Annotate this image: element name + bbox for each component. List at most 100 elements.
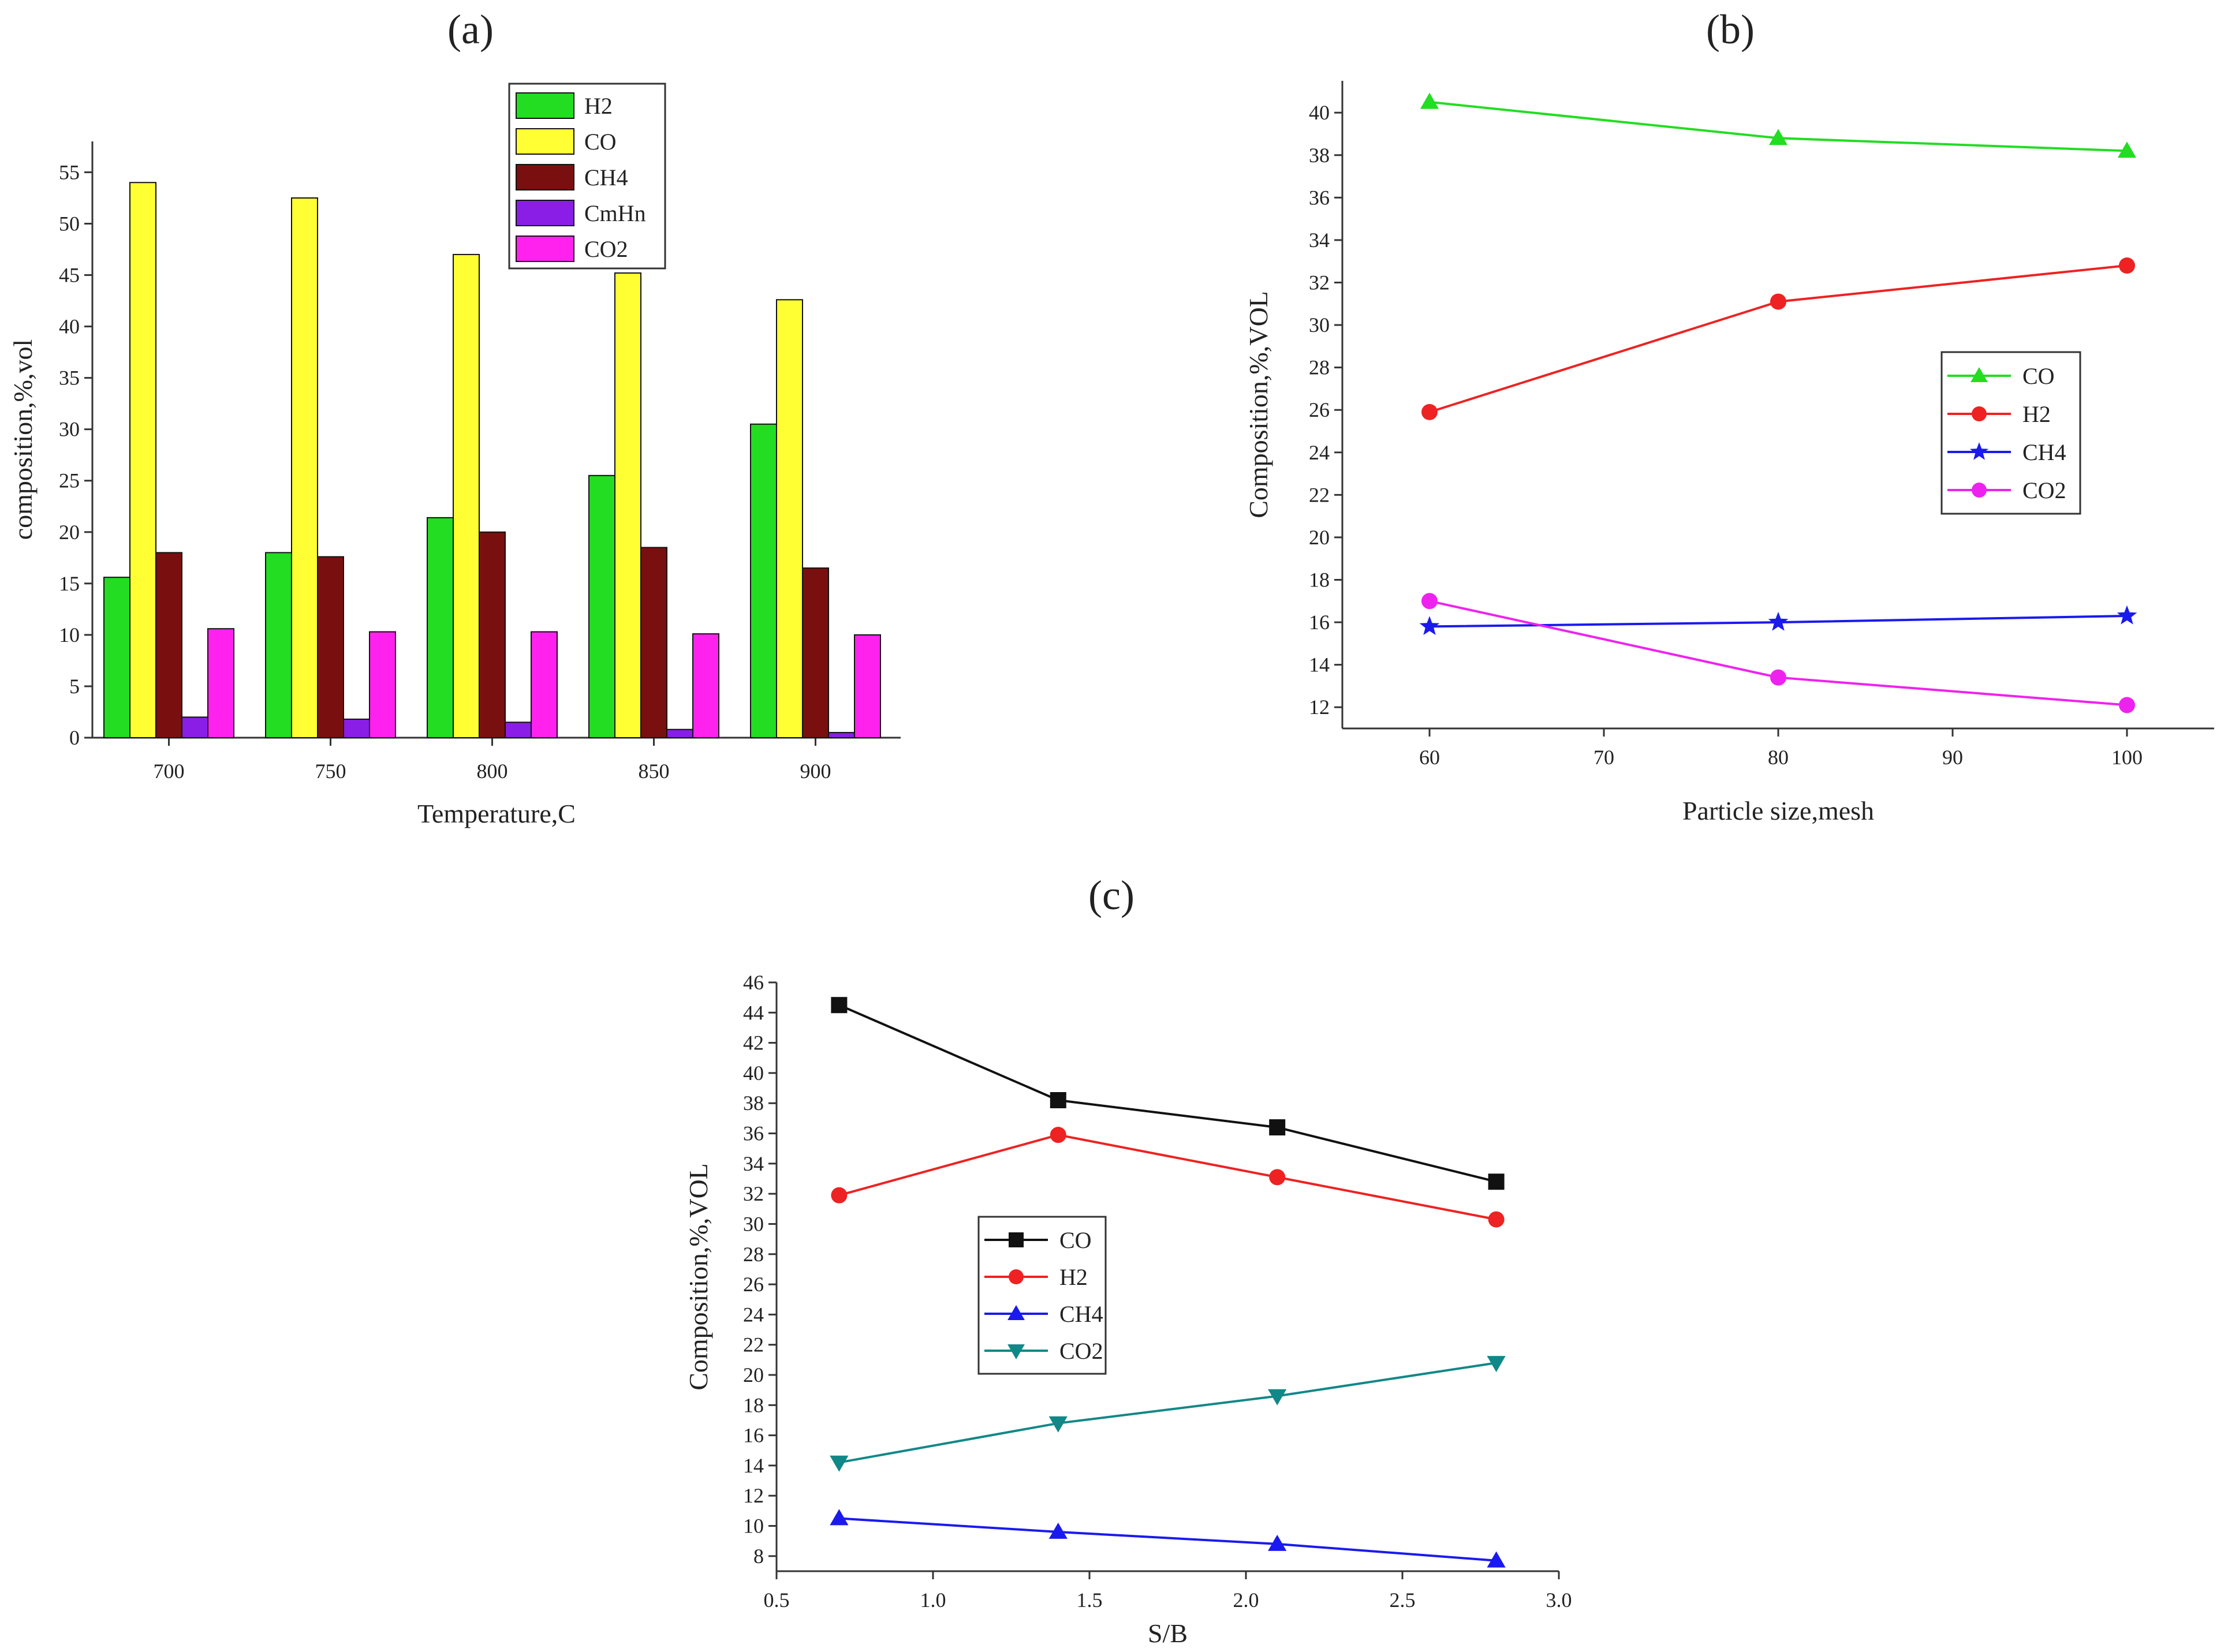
y-tick-label: 22 [1309, 483, 1330, 506]
bar-cmhn-700 [181, 716, 208, 738]
x-tick-label: 70 [1593, 746, 1614, 769]
panel-label-c: (c) [1088, 872, 1134, 918]
chart-b: 12 14 16 18 20 22 24 26 28 30 32 34 36 38 40 60 70 80 90 10… [1244, 81, 2214, 825]
y-axis-title: composition,%,vol [8, 339, 38, 540]
point-ch4 [2117, 605, 2137, 625]
x-tick-label: 800 [477, 760, 508, 783]
legend-marker-ch4 [1969, 442, 1989, 460]
series-line-co2 [839, 1362, 1496, 1464]
y-tick-label: 24 [743, 1303, 764, 1326]
y-tick-label: 18 [743, 1393, 764, 1416]
legend-swatch-co [516, 128, 574, 155]
y-tick-label: 20 [1309, 526, 1330, 549]
bar-cmhn-750 [343, 718, 370, 739]
bar-co2-750 [369, 631, 396, 739]
y-tick-label: 34 [743, 1152, 764, 1175]
bar-co2-800 [531, 631, 558, 739]
point-h2 [1269, 1169, 1286, 1186]
y-tick-label: 40 [743, 1062, 764, 1085]
legend-label-co2: CO2 [1059, 1338, 1103, 1364]
bar-co2-850 [692, 633, 719, 738]
y-tick-label: 32 [743, 1182, 764, 1205]
y-tick-label: 8 [753, 1545, 764, 1568]
y-tick-label: 12 [1309, 696, 1330, 719]
y-tick-label: 45 [59, 264, 80, 287]
legend-swatch-cmhn [516, 200, 574, 226]
point-co2 [1487, 1356, 1506, 1373]
point-ch4 [1419, 616, 1440, 636]
y-tick-label: 38 [1309, 144, 1330, 167]
y-tick-label: 22 [743, 1333, 764, 1356]
y-tick-label: 55 [59, 160, 80, 184]
point-co [1420, 92, 1439, 109]
point-co2 [1421, 593, 1438, 610]
x-tick-label: 2.0 [1233, 1589, 1259, 1612]
legend-label-ch4: CH4 [584, 165, 628, 190]
x-tick-label: 750 [315, 760, 346, 783]
chart-a: 0 5 10 15 20 25 30 35 40 45 50 55 700 750 800 850 900 Tem… [8, 83, 901, 828]
x-tick-label: 100 [2111, 746, 2143, 769]
x-tick-label: 1.5 [1077, 1589, 1103, 1612]
y-tick-label: 28 [1309, 356, 1330, 379]
bar-ch4-900 [802, 567, 829, 739]
bar-co-850 [614, 272, 641, 738]
legend-swatch-ch4 [516, 164, 574, 190]
bar-ch4-850 [640, 547, 667, 738]
y-tick-label: 30 [1309, 313, 1330, 337]
y-tick-label: 25 [59, 469, 80, 492]
x-axis-title: Temperature,C [417, 799, 576, 828]
bar-ch4-700 [155, 552, 182, 739]
y-tick-label: 42 [743, 1031, 764, 1055]
point-h2 [1488, 1211, 1505, 1228]
bar-cmhn-800 [505, 722, 532, 738]
bar-ch4-800 [479, 531, 506, 738]
bar-co-800 [453, 253, 480, 738]
x-tick-label: 700 [154, 760, 185, 783]
legend-label-ch4: CH4 [2022, 439, 2066, 465]
point-ch4 [830, 1509, 849, 1526]
legend-swatch-co2 [516, 236, 574, 262]
y-tick-label: 10 [743, 1515, 764, 1538]
legend-marker-h2 [1009, 1269, 1024, 1284]
y-tick-label: 44 [743, 1001, 764, 1024]
y-tick-label: 36 [743, 1122, 764, 1145]
x-tick-label: 60 [1419, 746, 1440, 769]
legend-marker-co2 [1972, 483, 1987, 498]
point-co2 [1770, 669, 1786, 686]
x-tick-label: 90 [1942, 746, 1963, 769]
y-tick-label: 34 [1309, 229, 1330, 252]
x-axis-title: S/B [1148, 1619, 1188, 1648]
y-tick-label: 35 [59, 367, 80, 390]
legend-label-co: CO [1059, 1227, 1092, 1253]
x-tick-label: 900 [800, 760, 831, 783]
legend-marker-co [1971, 367, 1988, 383]
point-h2 [831, 1187, 848, 1204]
point-co [1269, 1119, 1286, 1136]
x-axis-title: Particle size,mesh [1682, 796, 1874, 825]
y-tick-label: 38 [743, 1092, 764, 1115]
point-ch4 [1487, 1551, 1506, 1568]
y-tick-label: 26 [1309, 398, 1330, 421]
point-co2 [1268, 1389, 1287, 1406]
y-tick-label: 16 [743, 1424, 764, 1447]
legend-frame [977, 1216, 1107, 1375]
point-co2 [830, 1455, 849, 1472]
point-h2 [2119, 257, 2135, 274]
y-tick-label: 10 [59, 623, 80, 646]
point-ch4 [1768, 611, 1789, 631]
legend-marker-h2 [1972, 406, 1987, 421]
y-tick-label: 28 [743, 1243, 764, 1266]
legend-marker-co2 [1007, 1344, 1025, 1359]
point-ch4 [1268, 1534, 1287, 1551]
legend-label-co2: CO2 [2022, 477, 2066, 503]
chart-c: 8 10 12 14 16 18 20 22 24 26 28 30 32 34 36 38 40 42 44 46 0… [684, 971, 1572, 1648]
x-tick-label: 2.5 [1390, 1589, 1416, 1612]
y-tick-label: 30 [59, 418, 80, 441]
y-tick-label: 20 [59, 521, 80, 544]
y-tick-label: 14 [743, 1454, 764, 1477]
y-tick-label: 40 [59, 315, 80, 338]
legend-label-h2: H2 [584, 93, 613, 119]
legend-frame [1940, 351, 2081, 515]
point-co [831, 997, 848, 1014]
